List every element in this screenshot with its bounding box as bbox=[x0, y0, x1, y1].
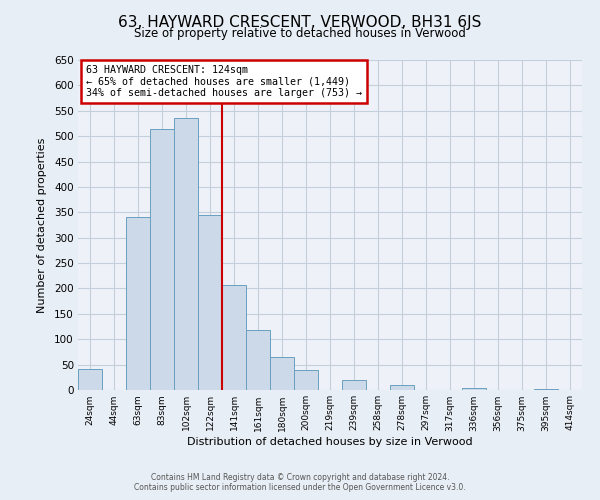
X-axis label: Distribution of detached houses by size in Verwood: Distribution of detached houses by size … bbox=[187, 438, 473, 448]
Bar bbox=[270, 357, 294, 390]
Bar bbox=[222, 285, 246, 390]
Bar bbox=[294, 370, 318, 390]
Bar bbox=[246, 330, 270, 390]
Bar bbox=[390, 385, 414, 390]
Text: 63 HAYWARD CRESCENT: 124sqm
← 65% of detached houses are smaller (1,449)
34% of : 63 HAYWARD CRESCENT: 124sqm ← 65% of det… bbox=[86, 65, 362, 98]
Bar bbox=[126, 218, 150, 390]
Bar bbox=[342, 380, 366, 390]
Y-axis label: Number of detached properties: Number of detached properties bbox=[37, 138, 47, 312]
Bar bbox=[534, 389, 558, 390]
Bar bbox=[78, 368, 102, 390]
Bar bbox=[462, 388, 486, 390]
Text: Size of property relative to detached houses in Verwood: Size of property relative to detached ho… bbox=[134, 28, 466, 40]
Text: 63, HAYWARD CRESCENT, VERWOOD, BH31 6JS: 63, HAYWARD CRESCENT, VERWOOD, BH31 6JS bbox=[118, 15, 482, 30]
Text: Contains HM Land Registry data © Crown copyright and database right 2024.
Contai: Contains HM Land Registry data © Crown c… bbox=[134, 473, 466, 492]
Bar bbox=[174, 118, 198, 390]
Bar bbox=[198, 215, 222, 390]
Bar bbox=[150, 128, 174, 390]
